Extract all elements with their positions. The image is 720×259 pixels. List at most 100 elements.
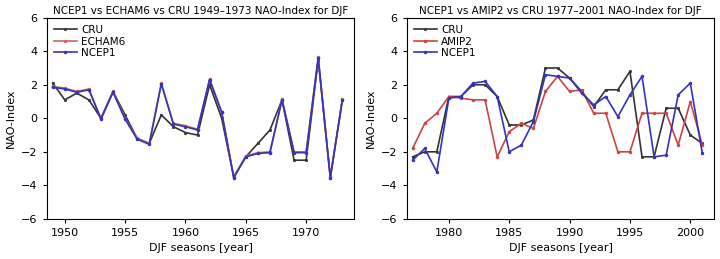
NCEP1 — [278, 98, 287, 102]
ECHAM6 — [193, 128, 202, 131]
ECHAM6 — [181, 124, 190, 127]
Line: ECHAM6: ECHAM6 — [51, 56, 343, 178]
CRU — [157, 113, 166, 117]
CRU — [601, 88, 610, 91]
CRU — [230, 175, 238, 178]
AMIP2 — [649, 112, 658, 115]
NCEP1 — [481, 80, 490, 83]
NCEP1 — [408, 159, 417, 162]
NCEP1 — [662, 154, 670, 157]
CRU — [444, 95, 453, 98]
NCEP1 — [205, 78, 214, 81]
AMIP2 — [601, 112, 610, 115]
AMIP2 — [481, 98, 490, 102]
NCEP1 — [517, 143, 526, 147]
CRU — [493, 95, 502, 98]
CRU — [266, 128, 274, 132]
NCEP1 — [84, 88, 93, 91]
CRU — [181, 131, 190, 134]
NCEP1 — [193, 128, 202, 132]
CRU — [517, 124, 526, 127]
CRU — [686, 133, 695, 136]
NCEP1 — [553, 75, 562, 78]
NCEP1 — [505, 150, 513, 153]
AMIP2 — [505, 130, 513, 133]
CRU — [469, 83, 477, 86]
NCEP1 — [289, 151, 298, 154]
NCEP1 — [420, 147, 429, 150]
ECHAM6 — [278, 97, 287, 100]
Legend: CRU, AMIP2, NCEP1: CRU, AMIP2, NCEP1 — [412, 23, 477, 60]
NCEP1 — [314, 56, 323, 60]
NCEP1 — [302, 151, 310, 154]
ECHAM6 — [205, 77, 214, 81]
NCEP1 — [674, 93, 683, 96]
NCEP1 — [649, 155, 658, 159]
ECHAM6 — [241, 154, 250, 157]
ECHAM6 — [84, 87, 93, 90]
ECHAM6 — [266, 150, 274, 153]
AMIP2 — [626, 150, 634, 153]
Line: NCEP1: NCEP1 — [51, 56, 343, 179]
CRU — [121, 113, 130, 117]
AMIP2 — [529, 127, 538, 130]
NCEP1 — [541, 73, 550, 76]
CRU — [613, 88, 622, 91]
NCEP1 — [253, 152, 262, 155]
ECHAM6 — [145, 142, 153, 145]
NCEP1 — [638, 75, 647, 78]
AMIP2 — [565, 90, 574, 93]
AMIP2 — [408, 147, 417, 150]
AMIP2 — [698, 143, 707, 147]
Y-axis label: NAO-Index: NAO-Index — [366, 89, 376, 148]
NCEP1 — [338, 98, 347, 102]
CRU — [205, 83, 214, 86]
CRU — [84, 98, 93, 102]
CRU — [109, 90, 117, 93]
Line: AMIP2: AMIP2 — [411, 75, 703, 158]
NCEP1 — [266, 151, 274, 154]
CRU — [420, 150, 429, 153]
AMIP2 — [541, 90, 550, 93]
CRU — [73, 92, 81, 95]
NCEP1 — [48, 86, 57, 89]
ECHAM6 — [109, 90, 117, 93]
NCEP1 — [456, 95, 465, 98]
ECHAM6 — [157, 82, 166, 85]
Line: CRU: CRU — [51, 58, 343, 179]
NCEP1 — [326, 176, 335, 179]
NCEP1 — [96, 118, 105, 121]
CRU — [48, 82, 57, 85]
AMIP2 — [420, 122, 429, 125]
X-axis label: DJF seasons [year]: DJF seasons [year] — [508, 243, 613, 254]
NCEP1 — [230, 176, 238, 179]
CRU — [565, 76, 574, 80]
ECHAM6 — [96, 117, 105, 120]
AMIP2 — [590, 112, 598, 115]
NCEP1 — [493, 95, 502, 98]
ECHAM6 — [121, 117, 130, 120]
ECHAM6 — [338, 97, 347, 100]
NCEP1 — [686, 82, 695, 85]
NCEP1 — [181, 125, 190, 128]
ECHAM6 — [314, 56, 323, 59]
NCEP1 — [60, 87, 69, 90]
ECHAM6 — [133, 137, 142, 140]
ECHAM6 — [289, 150, 298, 153]
AMIP2 — [674, 143, 683, 147]
ECHAM6 — [302, 150, 310, 153]
CRU — [169, 125, 178, 128]
NCEP1 — [109, 91, 117, 94]
NCEP1 — [565, 76, 574, 80]
CRU — [529, 118, 538, 121]
CRU — [145, 142, 153, 145]
AMIP2 — [613, 150, 622, 153]
NCEP1 — [73, 91, 81, 94]
AMIP2 — [433, 112, 441, 115]
NCEP1 — [613, 115, 622, 118]
NCEP1 — [626, 93, 634, 96]
NCEP1 — [217, 111, 226, 114]
NCEP1 — [444, 97, 453, 100]
Legend: CRU, ECHAM6, NCEP1: CRU, ECHAM6, NCEP1 — [52, 23, 127, 60]
AMIP2 — [493, 155, 502, 159]
